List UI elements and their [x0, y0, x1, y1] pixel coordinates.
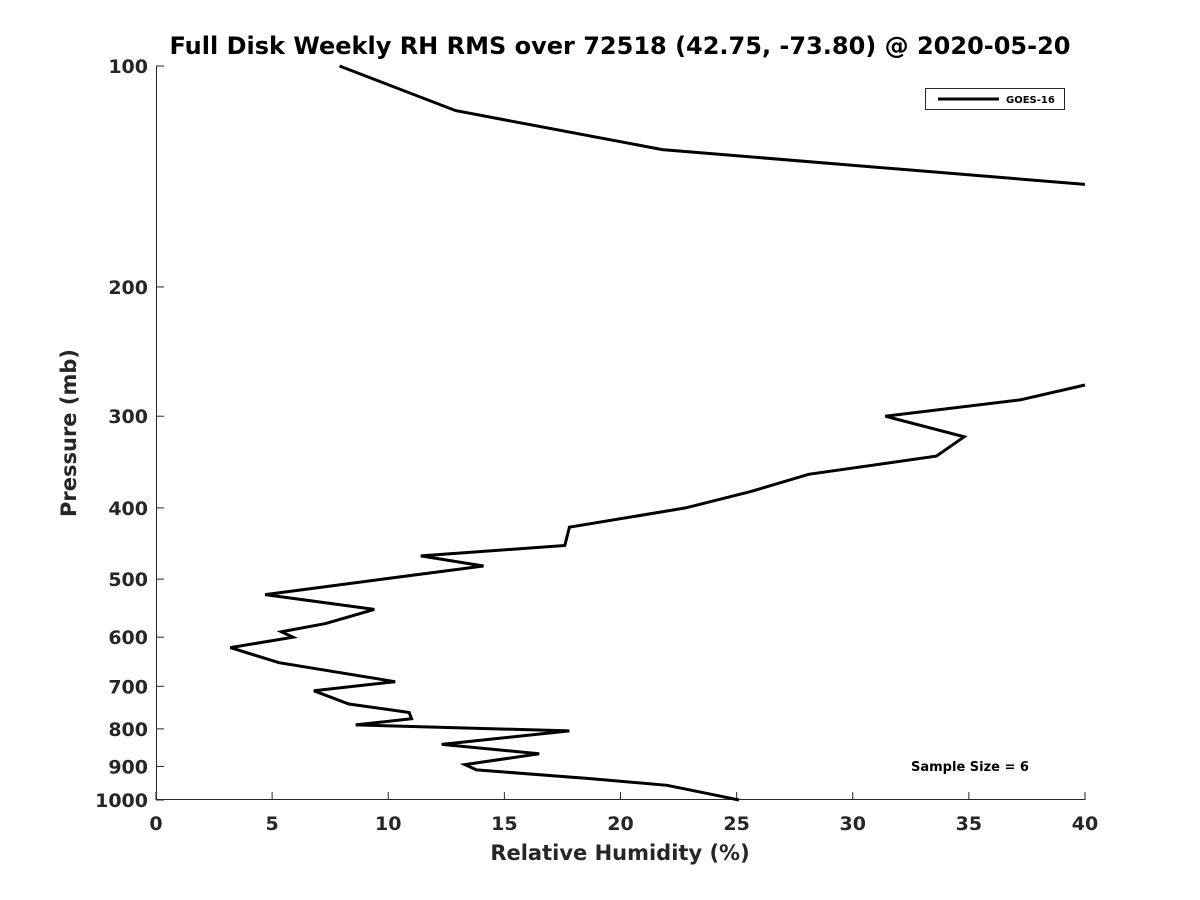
y-tick-label: 100 — [108, 56, 148, 78]
y-tick-label: 900 — [108, 756, 148, 778]
x-tick-label: 15 — [491, 813, 517, 835]
y-tick-label: 1000 — [95, 790, 148, 812]
legend-label-goes-16: GOES-16 — [1006, 95, 1055, 106]
x-tick-label: 20 — [607, 813, 633, 835]
y-tick-label: 800 — [108, 719, 148, 741]
x-axis-ticks: 0 5 10 15 20 25 30 35 40 — [149, 792, 1098, 835]
y-axis-ticks: 100 200 300 400 500 600 700 800 900 1000 — [95, 56, 164, 812]
x-tick-label: 0 — [149, 813, 162, 835]
x-tick-label: 10 — [375, 813, 401, 835]
x-tick-label: 35 — [956, 813, 982, 835]
y-tick-label: 400 — [108, 498, 148, 520]
x-tick-label: 30 — [840, 813, 866, 835]
y-tick-label: 300 — [108, 406, 148, 428]
series-line-goes-16-segment-1 — [338, 64, 1086, 186]
y-tick-label: 200 — [108, 277, 148, 299]
chart-title: Full Disk Weekly RH RMS over 72518 (42.7… — [169, 32, 1070, 60]
sample-size-annotation: Sample Size = 6 — [911, 760, 1029, 775]
series-layer — [229, 64, 1086, 802]
x-tick-label: 5 — [266, 813, 279, 835]
x-axis-label: Relative Humidity (%) — [490, 841, 749, 865]
y-tick-label: 700 — [108, 676, 148, 698]
y-tick-label: 500 — [108, 569, 148, 591]
x-tick-label: 40 — [1072, 813, 1098, 835]
legend: GOES-16 — [925, 88, 1065, 110]
y-tick-label: 600 — [108, 627, 148, 649]
x-tick-label: 25 — [723, 813, 749, 835]
series-line-goes-16-segment-2 — [229, 383, 1086, 802]
y-axis-label: Pressure (mb) — [57, 349, 81, 517]
